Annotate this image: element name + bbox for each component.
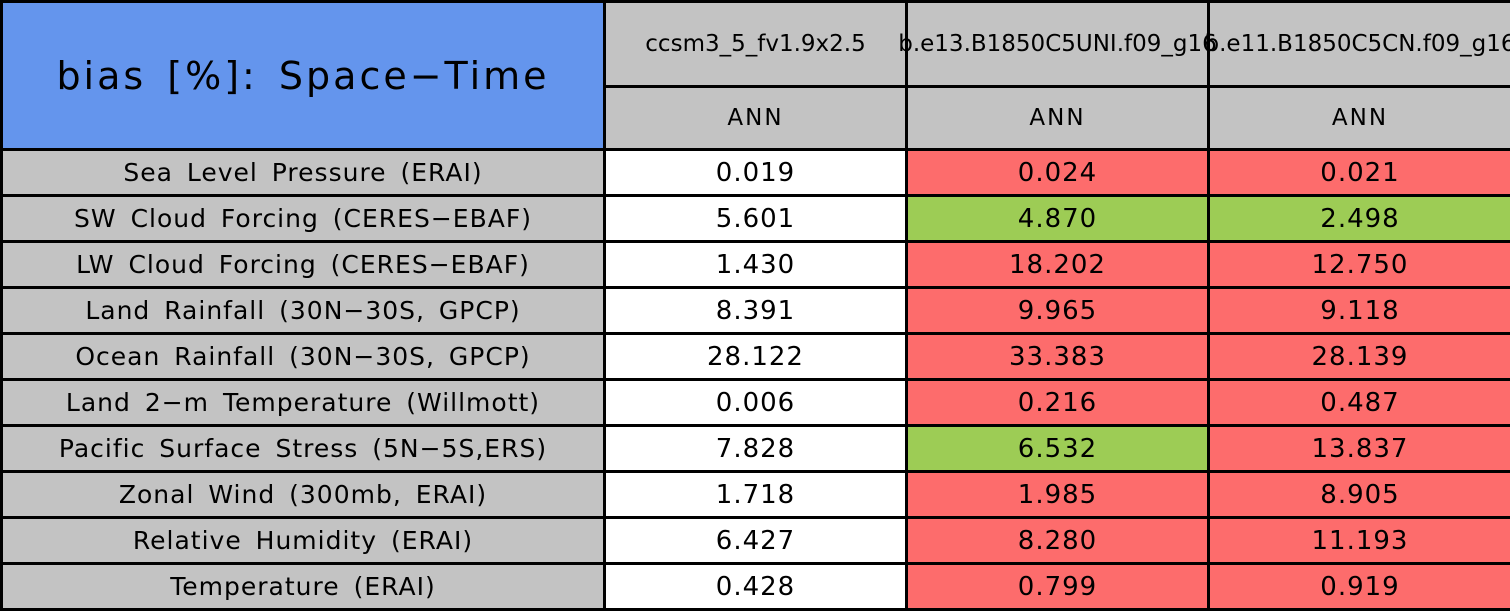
column-header-model-1: b.e13.B1850C5UNI.f09_g16 <box>898 0 1217 88</box>
value-cell: 0.021 <box>1207 148 1510 197</box>
value-cell: 1.985 <box>905 470 1210 519</box>
value-cell: 8.280 <box>905 516 1210 565</box>
value-cell: 11.193 <box>1207 516 1510 565</box>
model-name: b.e13.B1850C5UNI.f09_g16 <box>898 31 1217 57</box>
value-cell: 0.006 <box>603 378 908 427</box>
table-row: Pacific Surface Stress (5N−5S,ERS) 7.828… <box>0 424 1510 473</box>
season-header-row: ANN ANN ANN <box>2 85 1510 151</box>
value-cell: 1.718 <box>603 470 908 519</box>
value-cell: 0.019 <box>603 148 908 197</box>
value-cell: 0.487 <box>1207 378 1510 427</box>
value-cell: 28.122 <box>603 332 908 381</box>
model-name: ccsm3_5_fv1.9x2.5 <box>645 31 866 57</box>
row-label: Pacific Surface Stress (5N−5S,ERS) <box>0 424 606 473</box>
value-cell: 0.799 <box>905 562 1210 611</box>
column-header-season-2: ANN <box>1207 85 1510 151</box>
value-cell: 5.601 <box>603 194 908 243</box>
row-label: Land Rainfall (30N−30S, GPCP) <box>0 286 606 335</box>
table-row: SW Cloud Forcing (CERES−EBAF) 5.601 4.87… <box>0 194 1510 243</box>
value-cell: 33.383 <box>905 332 1210 381</box>
column-header-season-1: ANN <box>905 85 1210 151</box>
table-row: Sea Level Pressure (ERAI) 0.019 0.024 0.… <box>0 148 1510 197</box>
row-label: Temperature (ERAI) <box>0 562 606 611</box>
row-label: Sea Level Pressure (ERAI) <box>0 148 606 197</box>
column-header-model-2: b.e11.B1850C5CN.f09_g16 <box>1205 0 1510 88</box>
value-cell: 6.532 <box>905 424 1210 473</box>
model-name: b.e11.B1850C5CN.f09_g16 <box>1204 31 1510 57</box>
column-header-model-0: ccsm3_5_fv1.9x2.5 <box>603 0 908 88</box>
value-cell: 1.430 <box>603 240 908 289</box>
value-cell: 0.428 <box>603 562 908 611</box>
value-cell: 6.427 <box>603 516 908 565</box>
row-label: Ocean Rainfall (30N−30S, GPCP) <box>0 332 606 381</box>
row-label: LW Cloud Forcing (CERES−EBAF) <box>0 240 606 289</box>
row-label: Land 2−m Temperature (Willmott) <box>0 378 606 427</box>
value-cell: 13.837 <box>1207 424 1510 473</box>
value-cell: 28.139 <box>1207 332 1510 381</box>
table-row: Relative Humidity (ERAI) 6.427 8.280 11.… <box>0 516 1510 565</box>
value-cell: 9.118 <box>1207 286 1510 335</box>
value-cell: 0.024 <box>905 148 1210 197</box>
table-row: Temperature (ERAI) 0.428 0.799 0.919 <box>0 562 1510 611</box>
model-header-row: bias [%]: Space−Time ccsm3_5_fv1.9x2.5 b… <box>0 0 1510 151</box>
value-cell: 0.919 <box>1207 562 1510 611</box>
table-row: Land Rainfall (30N−30S, GPCP) 8.391 9.96… <box>0 286 1510 335</box>
value-cell: 12.750 <box>1207 240 1510 289</box>
value-cell: 7.828 <box>603 424 908 473</box>
column-header-season-0: ANN <box>603 85 908 151</box>
table-row: LW Cloud Forcing (CERES−EBAF) 1.430 18.2… <box>0 240 1510 289</box>
row-label: Zonal Wind (300mb, ERAI) <box>0 470 606 519</box>
table-row: Ocean Rainfall (30N−30S, GPCP) 28.122 33… <box>0 332 1510 381</box>
table-title: bias [%]: Space−Time <box>0 0 606 151</box>
value-cell: 8.905 <box>1207 470 1510 519</box>
value-cell: 2.498 <box>1207 194 1510 243</box>
value-cell: 9.965 <box>905 286 1210 335</box>
table-row: Land 2−m Temperature (Willmott) 0.006 0.… <box>0 378 1510 427</box>
table-row: Zonal Wind (300mb, ERAI) 1.718 1.985 8.9… <box>0 470 1510 519</box>
value-cell: 8.391 <box>603 286 908 335</box>
row-label: SW Cloud Forcing (CERES−EBAF) <box>0 194 606 243</box>
value-cell: 0.216 <box>905 378 1210 427</box>
row-label: Relative Humidity (ERAI) <box>0 516 606 565</box>
value-cell: 18.202 <box>905 240 1210 289</box>
value-cell: 4.870 <box>905 194 1210 243</box>
